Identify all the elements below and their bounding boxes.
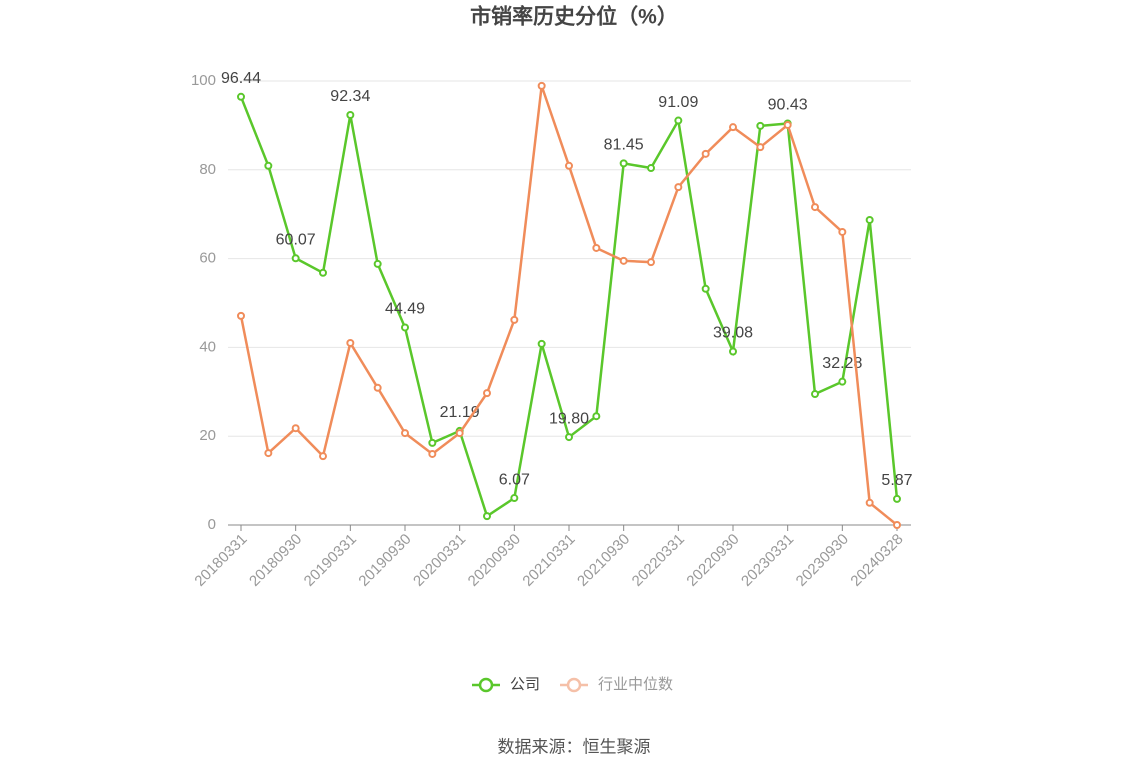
data-point: [729, 347, 737, 356]
data-point: [428, 449, 437, 458]
data-label: 91.09: [658, 94, 698, 111]
data-point: [619, 256, 628, 265]
data-point: [565, 433, 573, 442]
data-point: [373, 259, 382, 268]
y-tick-label: 80: [199, 161, 216, 178]
data-point: [291, 424, 300, 433]
x-tick-label: 20220331: [629, 531, 688, 590]
x-tick-label: 20180331: [191, 531, 250, 590]
y-tick-label: 40: [199, 338, 216, 355]
data-point: [537, 81, 546, 90]
source-note: 数据来源：恒生聚源: [498, 737, 651, 756]
x-tick-label: 20200331: [410, 531, 469, 590]
data-point: [811, 390, 819, 399]
data-point: [783, 120, 792, 129]
data-point: [647, 164, 655, 173]
series-line: [239, 85, 898, 526]
data-label: 81.45: [604, 137, 644, 154]
data-point: [729, 123, 737, 132]
data-label: 6.07: [499, 471, 530, 488]
y-tick-label: 0: [208, 516, 216, 533]
x-tick-label: 20230331: [738, 531, 797, 590]
legend-swatch: [566, 677, 582, 693]
data-label: 44.49: [385, 301, 425, 318]
data-point: [264, 161, 273, 170]
data-point: [592, 243, 601, 252]
data-point: [291, 254, 300, 263]
data-label: 32.28: [822, 355, 862, 372]
data-point: [756, 143, 765, 152]
data-label: 90.43: [768, 97, 808, 114]
data-point: [811, 203, 819, 212]
data-point: [319, 268, 327, 277]
data-point: [237, 311, 245, 320]
data-point: [510, 494, 519, 503]
data-point: [701, 149, 710, 158]
x-tick-label: 20210331: [519, 531, 578, 590]
data-point: [756, 121, 765, 130]
data-point: [893, 494, 901, 503]
x-tick-label: 20230930: [793, 531, 852, 590]
data-point: [674, 116, 683, 125]
data-label: 39.08: [713, 325, 753, 342]
y-tick-label: 100: [191, 72, 216, 89]
data-point: [537, 339, 546, 348]
data-point: [319, 452, 327, 461]
data-point: [592, 412, 601, 421]
data-label: 60.07: [276, 232, 316, 249]
data-point: [346, 338, 355, 347]
y-tick-label: 20: [199, 427, 216, 444]
data-point: [893, 521, 901, 529]
data-point: [483, 389, 491, 398]
x-tick-label: 20180930: [246, 531, 305, 590]
chart-title: 市销率历史分位（%）: [470, 5, 678, 29]
data-point: [510, 315, 519, 324]
data-point: [865, 215, 874, 224]
data-point: [483, 512, 491, 521]
legend-label[interactable]: 行业中位数: [598, 676, 673, 693]
x-tick-label: 20210930: [574, 531, 633, 590]
x-tick-label: 20190930: [355, 531, 414, 590]
data-point: [838, 377, 847, 386]
data-label: 19.80: [549, 410, 589, 427]
x-tick-label: 20200930: [465, 531, 524, 590]
data-point: [401, 429, 409, 438]
x-tick-label: 20240328: [847, 531, 906, 590]
data-point: [619, 159, 628, 168]
y-tick-label: 60: [199, 250, 216, 267]
data-point: [373, 383, 382, 392]
data-point: [647, 258, 655, 267]
legend-label[interactable]: 公司: [510, 676, 540, 693]
data-point: [865, 498, 874, 507]
x-tick-label: 20220930: [683, 531, 742, 590]
data-point: [674, 183, 683, 192]
data-point: [237, 92, 245, 101]
data-point: [565, 161, 573, 170]
data-point: [401, 323, 409, 332]
data-point: [455, 429, 464, 438]
data-point: [838, 227, 847, 236]
data-label: 92.34: [330, 88, 370, 105]
data-label: 96.44: [221, 70, 261, 87]
data-point: [701, 284, 710, 293]
x-tick-label: 20190331: [301, 531, 360, 590]
data-label: 5.87: [881, 472, 912, 489]
data-point: [264, 449, 273, 458]
legend-swatch: [478, 677, 494, 693]
data-point: [428, 438, 437, 447]
data-point: [346, 111, 355, 120]
